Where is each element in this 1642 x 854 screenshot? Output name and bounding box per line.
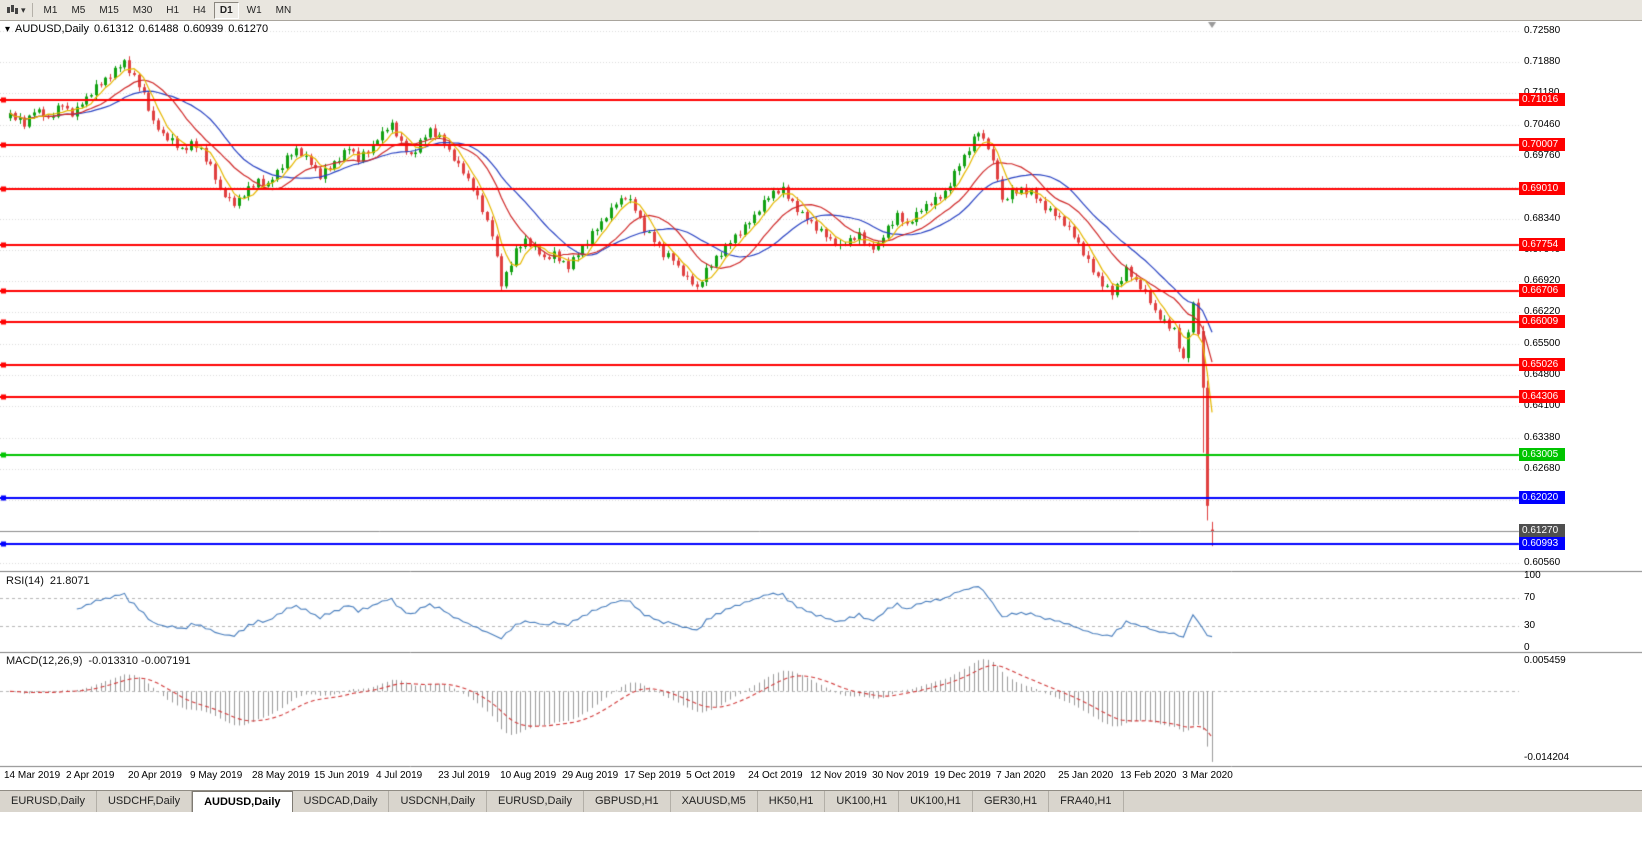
toolbar-divider: [31, 3, 33, 17]
chart-type-icon[interactable]: [4, 3, 20, 17]
chart-tab-usdcad-daily[interactable]: USDCAD,Daily: [293, 791, 390, 812]
price-axis-tick: 0.60560: [1524, 556, 1561, 568]
date-label: 19 Dec 2019: [934, 770, 991, 781]
price-level-tag: 0.60993: [1519, 536, 1565, 550]
price-axis-tick: 0.69760: [1524, 149, 1561, 161]
date-label: 25 Jan 2020: [1058, 770, 1114, 781]
macd-indicator-label: MACD(12,26,9) -0.013310 -0.007191: [6, 655, 191, 667]
date-label: 3 Mar 2020: [1182, 770, 1233, 781]
date-label: 28 May 2019: [252, 770, 310, 781]
price-level-tag: 0.66009: [1519, 314, 1565, 328]
price-axis-tick: 0.63380: [1524, 432, 1561, 444]
timeframe-button-m1[interactable]: M1: [43, 4, 58, 16]
timeframe-button-h1[interactable]: H1: [166, 4, 180, 16]
one-click-trading-caret-icon[interactable]: ▾: [5, 24, 11, 35]
rsi-axis-tick: 70: [1524, 591, 1536, 603]
timeframe-button-h4[interactable]: H4: [193, 4, 206, 16]
price-level-tag: 0.69010: [1519, 182, 1565, 196]
chart-type-caret-icon[interactable]: ▾: [21, 4, 26, 15]
price-axis-tick: 0.64800: [1524, 369, 1561, 381]
price-axis-tick: 0.72580: [1524, 25, 1561, 37]
chart-tab-uk100-h1[interactable]: UK100,H1: [825, 791, 900, 812]
macd-axis-tick: 0.005459: [1524, 655, 1566, 666]
price-level-tag: 0.63005: [1519, 447, 1565, 461]
date-label: 13 Feb 2020: [1120, 770, 1177, 781]
chart-title: ▾ AUDUSD,Daily 0.61312 0.61488 0.60939 0.6127…: [5, 23, 273, 35]
date-label: 12 Nov 2019: [810, 770, 867, 781]
timeframe-button-m15[interactable]: M15: [99, 4, 119, 16]
chart-title-close: 0.61270: [228, 23, 269, 35]
macd-axis-tick: -0.014204: [1524, 752, 1570, 763]
date-label: 23 Jul 2019: [438, 770, 490, 781]
date-label: 20 Apr 2019: [128, 770, 182, 781]
chart-tab-usdchf-daily[interactable]: USDCHF,Daily: [97, 791, 193, 812]
rsi-label: RSI(14): [6, 575, 44, 587]
price-level-tag: 0.62020: [1519, 491, 1565, 505]
current-price-tag: 0.61270: [1519, 524, 1565, 538]
price-axis-tick: 0.68340: [1524, 212, 1561, 224]
rsi-value: 21.8071: [49, 575, 90, 587]
toolbar: ▾ M1 M5 M15 M30 H1 H4 D1 W1 MN: [0, 0, 1642, 21]
chart-tab-xauusd-m5[interactable]: XAUUSD,M5: [671, 791, 758, 812]
date-label: 30 Nov 2019: [872, 770, 929, 781]
date-label: 29 Aug 2019: [562, 770, 619, 781]
candlestick-glyph: [6, 5, 18, 14]
chart-tab-audusd-daily[interactable]: AUDUSD,Daily: [192, 791, 293, 812]
price-axis-tick: 0.70460: [1524, 118, 1561, 130]
price-axis-tick: 0.66920: [1524, 275, 1561, 287]
date-label: 15 Jun 2019: [314, 770, 370, 781]
timeframe-button-m30[interactable]: M30: [132, 4, 153, 16]
price-axis-tick: 0.65500: [1524, 338, 1561, 350]
time-axis[interactable]: [0, 767, 1519, 789]
rsi-axis-tick: 0: [1524, 642, 1530, 654]
macd-value-main: -0.013310: [88, 655, 138, 667]
date-label: 5 Oct 2019: [686, 770, 736, 781]
chart-tab-usdcnh-daily[interactable]: USDCNH,Daily: [389, 791, 488, 812]
price-level-tag: 0.67754: [1519, 237, 1565, 251]
price-axis-tick: 0.71880: [1524, 56, 1561, 68]
date-label: 4 Jul 2019: [376, 770, 423, 781]
price-level-tag: 0.66706: [1519, 283, 1565, 297]
timeframe-button-m5[interactable]: M5: [71, 4, 86, 16]
rsi-axis-tick: 30: [1524, 620, 1536, 632]
rsi-indicator-label: RSI(14) 21.8071: [6, 575, 90, 587]
chart-tab-uk100-h1[interactable]: UK100,H1: [899, 791, 973, 812]
price-axis-tick: 0.71180: [1524, 87, 1559, 99]
date-label: 14 Mar 2019: [4, 770, 61, 781]
price-level-tag: 0.64306: [1519, 390, 1565, 404]
date-label: 7 Jan 2020: [996, 770, 1046, 781]
chart-title-open: 0.61312: [94, 23, 134, 35]
chart-tab-bar: EURUSD,Daily USDCHF,Daily AUDUSD,Daily USDC…: [0, 790, 1642, 812]
chart-title-low: 0.60939: [183, 23, 224, 35]
macd-label: MACD(12,26,9): [6, 655, 83, 667]
macd-value-signal: -0.007191: [141, 655, 191, 667]
timeframe-button-d1[interactable]: D1: [213, 1, 239, 19]
date-label: 10 Aug 2019: [500, 770, 557, 781]
chart-tab-eurusd-daily[interactable]: EURUSD,Daily: [0, 791, 97, 812]
date-label: 2 Apr 2019: [66, 770, 115, 781]
chart-title-symbol: AUDUSD,Daily: [15, 23, 89, 35]
chart-title-high: 0.61488: [138, 23, 179, 35]
chart-tab-fra40-h1[interactable]: FRA40,H1: [1049, 791, 1124, 812]
price-axis-tick: 0.62680: [1524, 463, 1561, 475]
price-level-tag: 0.71016: [1519, 93, 1565, 107]
date-label: 9 May 2019: [190, 770, 243, 781]
price-level-tag: 0.65026: [1519, 358, 1565, 372]
chart-tab-ger30-h1[interactable]: GER30,H1: [973, 791, 1050, 812]
timeframe-button-w1[interactable]: W1: [246, 4, 262, 16]
chart-tab-eurusd-daily[interactable]: EURUSD,Daily: [487, 791, 584, 812]
price-axis-tick: 0.66220: [1524, 306, 1561, 318]
date-label: 17 Sep 2019: [624, 770, 681, 781]
chart-tab-hk50-h1[interactable]: HK50,H1: [758, 791, 826, 812]
price-axis-tick: 0.64100: [1524, 400, 1561, 412]
date-label: 24 Oct 2019: [748, 770, 803, 781]
timeframe-button-mn[interactable]: MN: [275, 4, 292, 16]
rsi-axis-tick: 100: [1524, 569, 1541, 581]
price-level-tag: 0.70007: [1519, 137, 1565, 151]
chart-tab-gbpusd-h1[interactable]: GBPUSD,H1: [584, 791, 671, 812]
